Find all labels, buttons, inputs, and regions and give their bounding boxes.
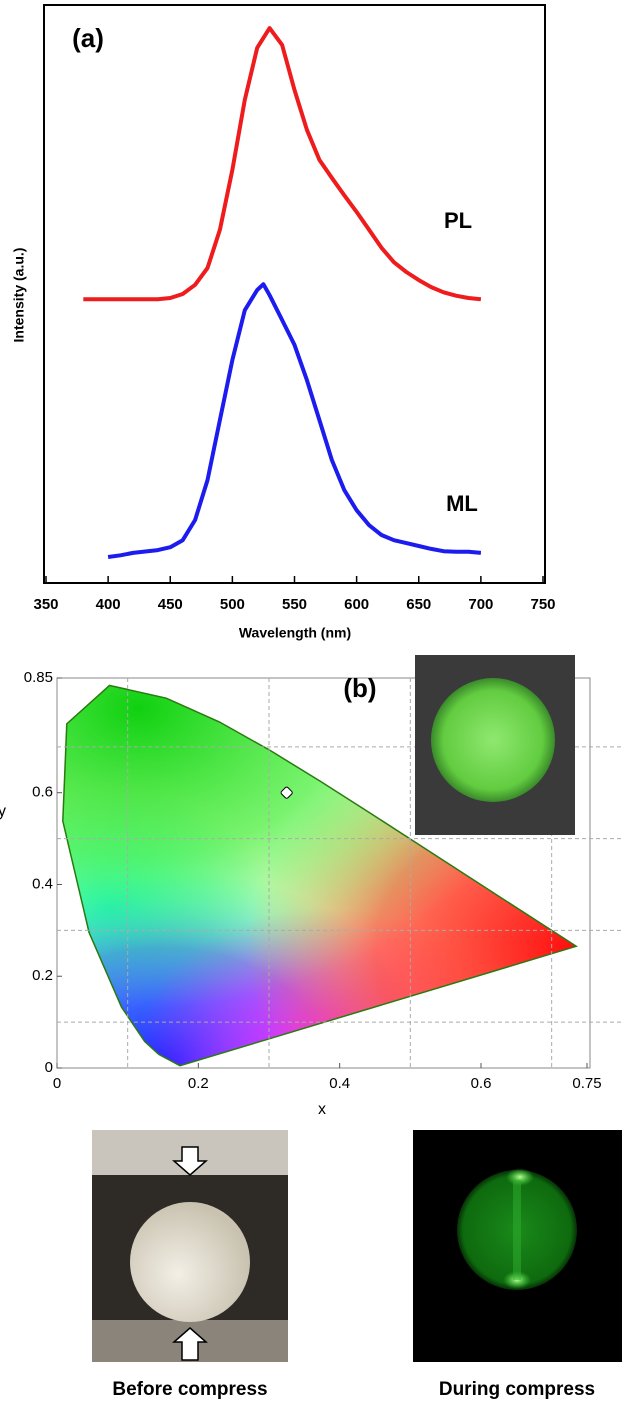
x-tick-label: 750 (530, 596, 555, 613)
panel-label: (a) (72, 23, 104, 53)
y-tick-label: 0.6 (32, 784, 53, 801)
inset-photo (415, 655, 575, 835)
y-axis-label: y (0, 803, 6, 820)
x-axis-label: x (318, 1101, 326, 1118)
x-axis-label: Wavelength (nm) (239, 625, 351, 641)
point (280, 786, 293, 799)
x-tick-label: 450 (158, 596, 183, 613)
x-tick-label: 0.2 (188, 1075, 209, 1092)
panel-label: (b) (343, 673, 376, 703)
x-tick-label: 400 (96, 596, 121, 613)
x-tick-label: 0.6 (471, 1075, 492, 1092)
x-tick-label: 0.4 (329, 1075, 350, 1092)
gamut-outline (62, 684, 578, 1067)
y-tick-label: 0.4 (32, 875, 53, 892)
y-tick-label: 0.85 (24, 669, 53, 686)
panel-a: 350 400 450 500 550 600 650 700 750 PL ML (a) Wavele… (11, 4, 556, 641)
photo-before (92, 1130, 288, 1362)
x-tick-label: 350 (33, 596, 58, 613)
caption: During compress (439, 1379, 595, 1400)
x-tick-label: 0.75 (572, 1075, 601, 1092)
caption: Before compress (112, 1379, 267, 1400)
y-axis-label: Intensity (a.u.) (11, 248, 27, 343)
x-tick-label: 550 (282, 596, 307, 613)
plot-frame (56, 677, 591, 1069)
x-tick-label: 0 (53, 1075, 61, 1092)
x-tick-label: 600 (344, 596, 369, 613)
y-tick-label: 0.2 (32, 967, 53, 984)
x-tick-label: 500 (220, 596, 245, 613)
photo-during (413, 1130, 622, 1362)
line-series (83, 26, 482, 302)
series-label: PL (444, 208, 472, 233)
x-tick-label: 650 (406, 596, 431, 613)
y-tick-label: 0 (45, 1059, 53, 1076)
x-tick-label: 700 (468, 596, 493, 613)
series-label: ML (446, 491, 478, 516)
line-series (107, 282, 482, 559)
